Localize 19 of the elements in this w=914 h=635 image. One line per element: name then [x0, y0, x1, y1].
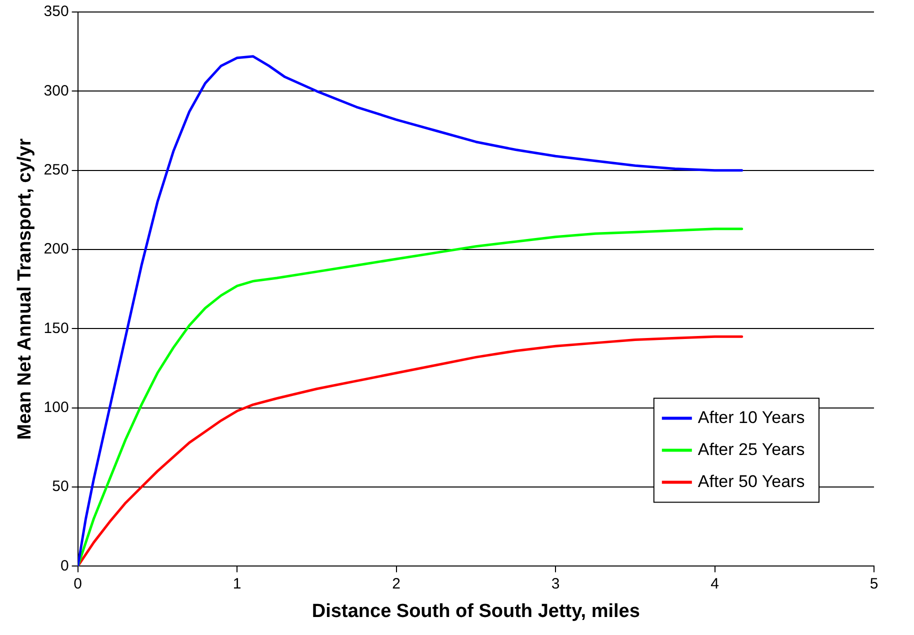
legend-label: After 10 Years	[698, 408, 805, 427]
y-tick-label: 250	[44, 161, 69, 178]
y-tick-label: 300	[44, 82, 69, 100]
y-axis-title: Mean Net Annual Transport, cy/yr	[14, 138, 36, 440]
y-tick-label: 50	[52, 478, 69, 496]
x-tick-label: 5	[870, 575, 878, 592]
y-tick-label: 100	[44, 399, 69, 416]
y-tick-label: 150	[44, 320, 69, 337]
x-axis-title: Distance South of South Jetty, miles	[312, 600, 640, 622]
x-tick-label: 4	[710, 575, 719, 592]
legend-label: After 25 Years	[698, 440, 805, 459]
y-tick-label: 0	[60, 557, 69, 574]
x-tick-label: 1	[232, 575, 242, 592]
x-tick-label: 2	[392, 575, 400, 592]
legend-label: After 50 Years	[698, 472, 805, 491]
y-tick-label: 200	[44, 240, 69, 258]
y-tick-label: 350	[44, 3, 69, 20]
x-tick-label: 3	[551, 575, 560, 592]
x-tick-label: 0	[74, 575, 82, 592]
